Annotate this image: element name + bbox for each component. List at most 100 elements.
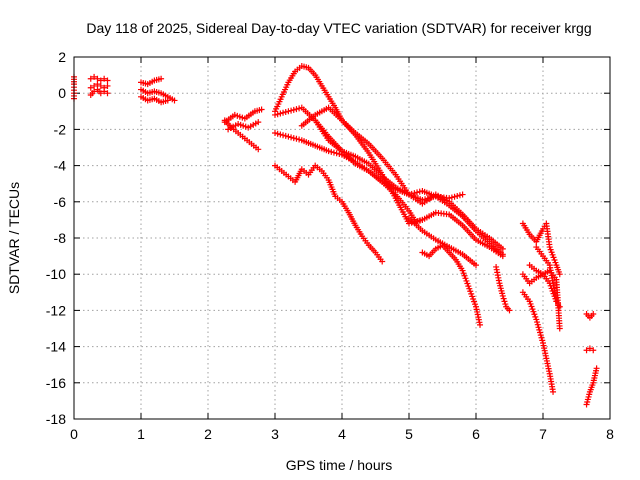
- data-point: [500, 295, 507, 302]
- data-point: [94, 75, 101, 82]
- data-point: [502, 301, 509, 308]
- data-point: [593, 365, 600, 372]
- data-point: [419, 216, 426, 223]
- data-point: [538, 334, 545, 341]
- chart-title: Day 118 of 2025, Sidereal Day-to-day VTE…: [86, 20, 591, 36]
- data-point: [499, 251, 506, 258]
- y-tick-label: -16: [46, 375, 66, 391]
- data-point: [104, 77, 111, 84]
- data-point: [91, 82, 98, 89]
- data-point: [277, 110, 284, 117]
- data-point: [534, 321, 541, 328]
- data-point: [379, 258, 386, 265]
- data-point: [506, 307, 513, 314]
- data-point: [296, 105, 303, 112]
- data-point: [550, 388, 557, 395]
- data-point: [280, 109, 287, 116]
- data-point: [325, 148, 332, 155]
- data-point: [87, 75, 94, 82]
- series-arc-x: [533, 244, 560, 305]
- data-point: [91, 88, 98, 95]
- data-point: [590, 311, 597, 318]
- data-point: [537, 329, 544, 336]
- data-point: [499, 245, 506, 252]
- y-tick-label: -4: [54, 158, 67, 174]
- data-point: [293, 135, 300, 142]
- series-arc-k: [272, 162, 386, 265]
- data-point: [553, 298, 560, 305]
- data-point: [533, 316, 540, 323]
- data-point: [290, 135, 297, 142]
- x-tick-label: 3: [271, 426, 279, 442]
- data-point: [454, 193, 461, 200]
- y-tick-label: -18: [46, 411, 66, 427]
- data-point: [274, 111, 281, 118]
- data-point: [285, 133, 292, 140]
- data-point: [406, 220, 412, 227]
- data-point: [451, 193, 458, 200]
- y-axis-ticks: 2 0 -2 -4 -6 -8 -10 -12 -14 -16 -18: [46, 49, 610, 427]
- series-arc-aa: [583, 365, 600, 408]
- y-tick-label: -12: [46, 302, 66, 318]
- series-arc-v: [519, 289, 557, 395]
- data-point: [333, 150, 340, 157]
- data-point: [414, 189, 421, 196]
- data-point: [459, 191, 466, 198]
- series-arc-t: [519, 220, 563, 278]
- y-tick-label: -6: [54, 194, 67, 210]
- data-point: [293, 106, 300, 113]
- series-arc-e: [138, 75, 165, 88]
- series-arc-s: [493, 263, 513, 314]
- x-axis-ticks: 0 1 2 3 4 5 6 7 8: [70, 57, 614, 442]
- data-point: [534, 319, 541, 326]
- data-point: [408, 219, 415, 226]
- y-tick-label: 2: [58, 49, 66, 65]
- data-point: [277, 131, 284, 138]
- series-arc-h: [221, 106, 265, 126]
- data-point: [473, 262, 479, 269]
- series-arc-b: [87, 73, 111, 84]
- series-arc-l: [272, 130, 506, 260]
- data-point: [258, 106, 265, 113]
- y-tick-label: -8: [54, 230, 67, 246]
- y-tick-label: -14: [46, 339, 66, 355]
- series-arc-p: [312, 117, 466, 202]
- data-point: [288, 134, 295, 141]
- data-point: [158, 75, 165, 82]
- data-point: [330, 149, 337, 156]
- series-arc-r: [419, 242, 484, 328]
- data-point: [101, 75, 108, 82]
- data-point: [456, 192, 463, 199]
- x-tick-label: 7: [539, 426, 547, 442]
- data-point: [97, 77, 104, 84]
- data-point: [97, 82, 104, 89]
- data-point: [87, 84, 94, 91]
- grid-lines: [74, 57, 610, 419]
- data-point: [274, 130, 281, 137]
- data-point: [556, 325, 563, 332]
- data-point: [556, 303, 563, 310]
- data-point: [446, 195, 453, 202]
- data-points: [71, 63, 600, 408]
- data-point: [282, 132, 289, 139]
- y-tick-label: -2: [54, 121, 67, 137]
- data-point: [255, 119, 262, 126]
- data-point: [101, 88, 108, 95]
- data-point: [97, 90, 104, 97]
- data-point: [590, 347, 597, 354]
- x-tick-label: 5: [405, 426, 413, 442]
- x-tick-label: 8: [606, 426, 614, 442]
- plot-frame: [73, 56, 611, 420]
- data-point: [406, 191, 412, 198]
- y-tick-label: -10: [46, 266, 66, 282]
- x-tick-label: 1: [137, 426, 145, 442]
- data-point: [586, 345, 593, 352]
- x-tick-label: 4: [338, 426, 346, 442]
- data-point: [556, 271, 563, 278]
- series-arc-j: [225, 119, 262, 133]
- data-point: [536, 326, 543, 333]
- data-point: [288, 107, 295, 114]
- data-point: [94, 81, 101, 88]
- x-tick-label: 0: [70, 426, 78, 442]
